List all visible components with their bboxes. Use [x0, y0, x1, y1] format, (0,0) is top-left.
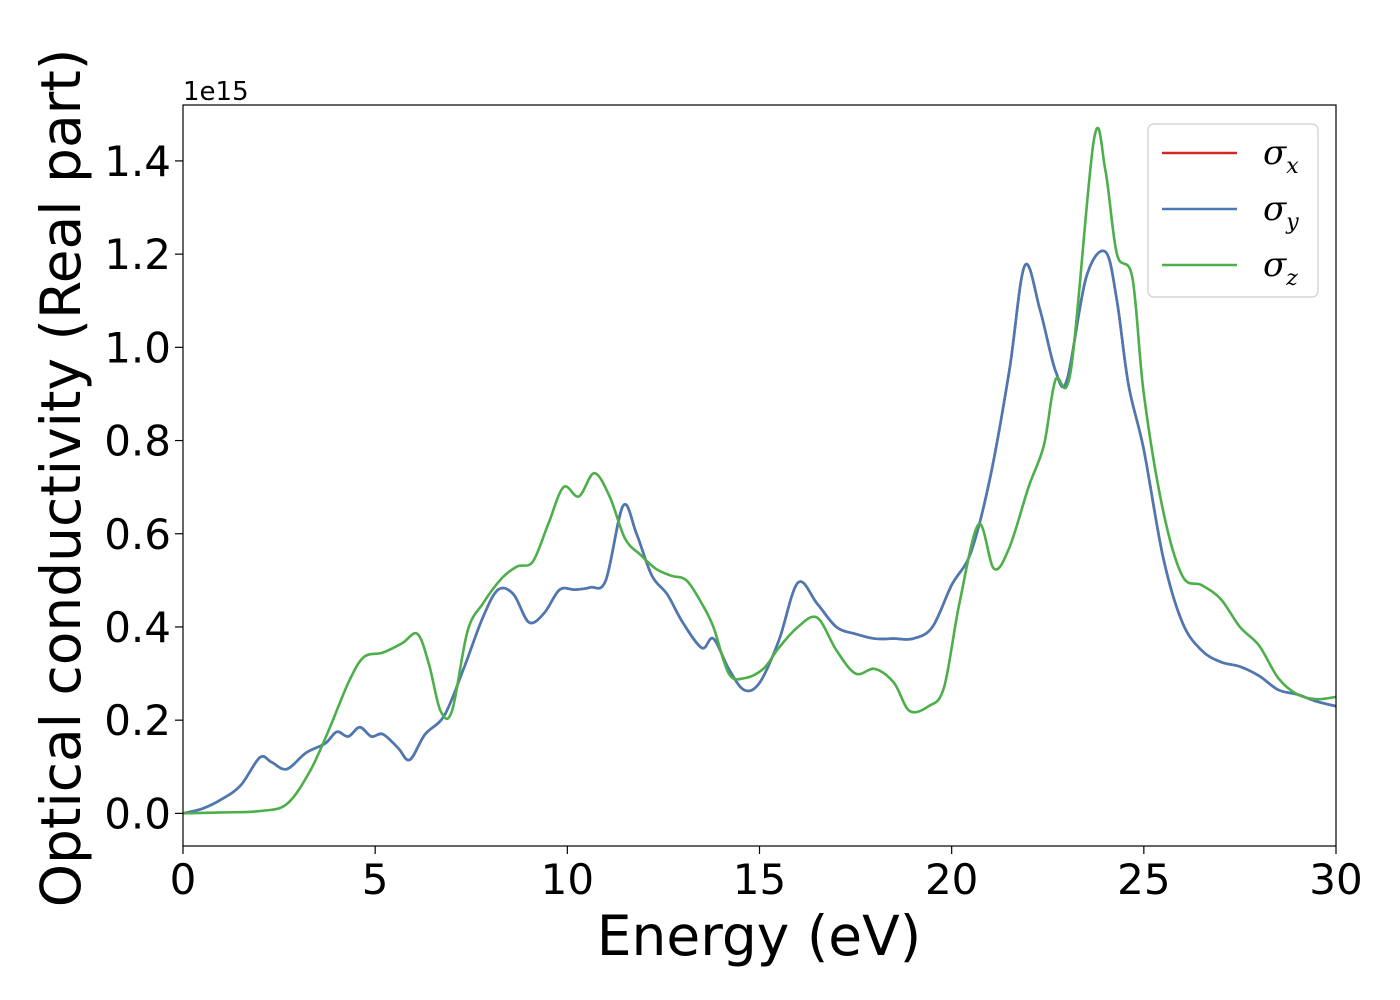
- x-tick-label: 15: [733, 855, 786, 904]
- legend-label-x: σx: [1263, 133, 1299, 179]
- y-tick-label: 0.2: [104, 696, 171, 745]
- x-axis-ticks: 0 5 10 15 20 25 30: [170, 846, 1363, 904]
- legend-label-z: σz: [1263, 245, 1298, 291]
- series-line-y: [183, 249, 1336, 815]
- x-tick-label: 10: [541, 855, 594, 904]
- y-tick-label: 1.0: [104, 323, 171, 372]
- y-tick-label: 1.2: [104, 230, 171, 279]
- series-layer: [183, 126, 1336, 815]
- x-tick-label: 5: [362, 855, 389, 904]
- x-axis-label: Energy (eV): [597, 904, 921, 968]
- x-tick-label: 30: [1309, 855, 1362, 904]
- x-tick-label: 25: [1117, 855, 1170, 904]
- y-offset-label: 1e15: [183, 77, 249, 107]
- y-tick-label: 0.8: [104, 417, 171, 466]
- x-tick-label: 0: [170, 855, 197, 904]
- y-axis-ticks: 0.0 0.2 0.4 0.6 0.8 1.0 1.2 1.4: [104, 137, 183, 838]
- series-line-z: [183, 126, 1336, 815]
- y-tick-label: 0.0: [104, 789, 171, 838]
- legend-label-y: σy: [1263, 189, 1299, 235]
- y-tick-label: 1.4: [104, 137, 171, 186]
- legend-box: [1147, 123, 1319, 298]
- y-tick-label: 0.4: [104, 603, 171, 652]
- y-axis-label: Optical conductivity (Real part): [29, 49, 93, 908]
- x-tick-label: 20: [925, 855, 978, 904]
- y-tick-label: 0.6: [104, 510, 171, 559]
- legend: σx σy σz: [1147, 123, 1319, 298]
